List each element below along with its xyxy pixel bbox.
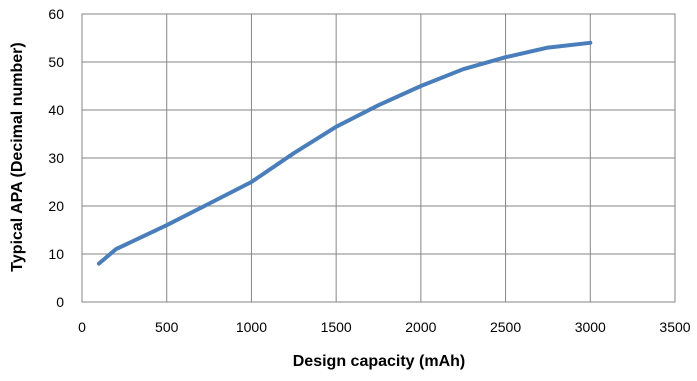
x-tick-label: 2000	[405, 319, 436, 335]
series-layer	[96, 40, 593, 266]
series-line	[96, 40, 593, 266]
y-tick-label: 50	[48, 54, 64, 70]
x-tick-label: 1000	[236, 319, 267, 335]
y-tick-label: 60	[48, 6, 64, 22]
x-tick-label: 3500	[659, 319, 690, 335]
y-tick-label: 10	[48, 246, 64, 262]
y-tick-label: 30	[48, 150, 64, 166]
y-tick-label: 40	[48, 102, 64, 118]
x-tick-label: 0	[78, 319, 86, 335]
y-tick-label: 20	[48, 198, 64, 214]
axes	[81, 13, 676, 303]
plot-area-border	[81, 13, 676, 303]
x-tick-label: 3000	[575, 319, 606, 335]
grid	[81, 13, 676, 303]
y-tick-label: 0	[56, 294, 64, 310]
x-axis-title: Design capacity (mAh)	[293, 353, 465, 370]
x-tick-label: 2500	[490, 319, 521, 335]
y-axis-title: Typical APA (Decimal number)	[9, 42, 26, 271]
tick-labels: 0 500 1000 1500 2000 2500 3000 3500 0 10 20 30 40 50 6…	[48, 6, 690, 335]
x-tick-label: 500	[155, 319, 179, 335]
x-tick-label: 1500	[321, 319, 352, 335]
